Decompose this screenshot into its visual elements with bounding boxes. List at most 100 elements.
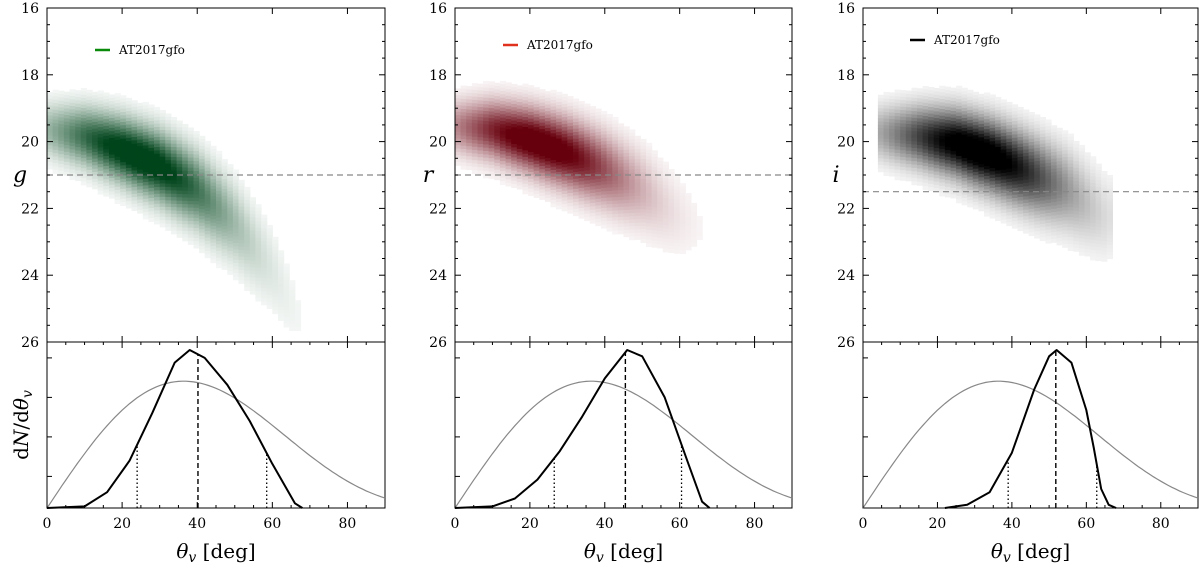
heatmap-cell	[97, 133, 104, 138]
heatmap-cell	[499, 171, 507, 175]
heatmap-cell	[567, 179, 574, 184]
heatmap-cell	[967, 146, 974, 151]
heatmap-cell	[674, 243, 681, 247]
heatmap-cell	[483, 80, 490, 85]
heatmap-cell	[187, 194, 194, 199]
heatmap-cell	[522, 190, 529, 195]
heatmap-cell	[617, 193, 625, 198]
heatmap-cell	[120, 122, 127, 126]
heatmap-cell	[1011, 177, 1019, 182]
heatmap-cell	[634, 205, 641, 210]
heatmap-cell	[917, 145, 924, 149]
heatmap-cell	[47, 148, 54, 153]
heatmap-cell	[86, 133, 93, 138]
heatmap-cell	[550, 146, 557, 151]
heatmap-cell	[634, 175, 641, 180]
heatmap-cell	[69, 156, 76, 160]
heatmap-cell	[176, 147, 183, 152]
heatmap-cell	[922, 86, 929, 90]
heatmap-cell	[221, 229, 228, 234]
heatmap-cell	[69, 169, 76, 174]
heatmap-cell	[176, 194, 183, 198]
heatmap-cell	[578, 194, 585, 199]
heatmap-cell	[1006, 125, 1013, 130]
heatmap-cell	[92, 105, 99, 110]
heatmap-cell	[199, 135, 206, 140]
heatmap-cell	[499, 177, 507, 182]
heatmap-cell	[995, 180, 1002, 185]
heatmap-cell	[232, 176, 240, 181]
heatmap-cell	[623, 153, 630, 157]
heatmap-cell	[651, 170, 658, 175]
heatmap-cell	[911, 97, 918, 102]
heatmap-cell	[917, 175, 924, 180]
heatmap-cell	[601, 164, 608, 169]
heatmap-cell	[679, 206, 686, 211]
heatmap-cell	[47, 128, 54, 133]
heatmap-cell	[272, 246, 279, 251]
heatmap-cell	[646, 239, 653, 244]
heatmap-cell	[1028, 215, 1035, 220]
heatmap-cell	[148, 211, 155, 216]
heatmap-cell	[176, 123, 183, 128]
heatmap-cell	[629, 229, 636, 234]
heatmap-cell	[674, 176, 681, 181]
heatmap-cell	[1056, 164, 1063, 169]
heatmap-cell	[471, 146, 479, 151]
heatmap-cell	[1106, 231, 1113, 236]
heatmap-cell	[573, 165, 580, 170]
heatmap-cell	[1006, 128, 1013, 133]
heatmap-cell	[142, 108, 149, 113]
heatmap-cell	[137, 119, 144, 124]
heatmap-cell	[193, 234, 200, 239]
heatmap-cell	[950, 124, 957, 129]
heatmap-cell	[612, 227, 619, 232]
heatmap-cell	[1056, 131, 1063, 136]
heatmap-cell	[595, 125, 602, 130]
heatmap-cell	[578, 107, 585, 112]
heatmap-cell	[544, 158, 552, 162]
heatmap-cell	[182, 200, 189, 205]
heatmap-cell	[1039, 163, 1046, 168]
heatmap-cell	[556, 205, 563, 210]
heatmap-cell	[516, 155, 523, 160]
heatmap-cell	[1090, 196, 1097, 201]
heatmap-cell	[1051, 172, 1058, 176]
heatmap-cell	[989, 201, 996, 206]
heatmap-cell	[1028, 212, 1035, 217]
heatmap-cell	[978, 197, 985, 202]
heatmap-cell	[584, 133, 591, 138]
heatmap-cell	[528, 172, 535, 176]
heatmap-cell	[86, 119, 93, 124]
heatmap-cell	[1090, 246, 1097, 251]
heatmap-cell	[674, 233, 681, 237]
heatmap-cell	[984, 162, 991, 167]
heatmap-cell	[961, 124, 968, 129]
heatmap-cell	[573, 198, 580, 203]
heatmap-cell	[1078, 225, 1086, 229]
heatmap-cell	[1028, 138, 1035, 143]
heatmap-cell	[567, 129, 574, 134]
heatmap-cell	[595, 135, 602, 140]
y-tick-label: 20	[429, 135, 447, 151]
heatmap-cell	[679, 213, 686, 218]
heatmap-cell	[1039, 170, 1046, 175]
heatmap-cell	[589, 126, 596, 131]
xlabel: θv [deg]	[584, 539, 663, 566]
heatmap-cell	[103, 132, 110, 137]
heatmap-cell	[193, 151, 200, 155]
heatmap-cell	[221, 172, 228, 177]
heatmap-cell	[589, 142, 596, 147]
heatmap-cell	[466, 86, 473, 90]
heatmap-cell	[289, 280, 296, 285]
heatmap-cell	[131, 113, 138, 118]
heatmap-cell	[221, 202, 228, 207]
heatmap-cell	[911, 87, 918, 92]
heatmap-cell	[578, 164, 585, 169]
heatmap-cell	[651, 210, 658, 215]
heatmap-cell	[662, 248, 669, 253]
heatmap-cell	[1056, 154, 1063, 159]
heatmap-cell	[573, 152, 580, 156]
heatmap-cell	[944, 96, 952, 101]
heatmap-cell	[1090, 206, 1097, 211]
